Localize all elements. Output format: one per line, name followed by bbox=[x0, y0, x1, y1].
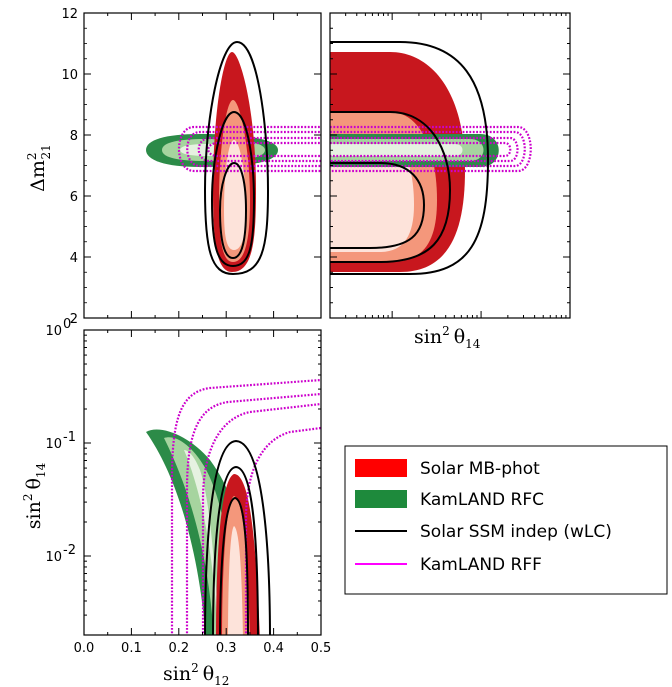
y-axis-label-sin2theta14: sin2θ14 bbox=[21, 462, 48, 529]
solar-ssm-contours-bl bbox=[204, 439, 271, 635]
legend-swatch-kamland-rfc bbox=[355, 490, 407, 508]
ticks-top-right bbox=[329, 12, 571, 319]
y-tick-label-bl: 10 bbox=[45, 550, 62, 565]
y-tick-label-bl: 10 bbox=[45, 324, 62, 339]
y-tick-label-exponent-bl: 0 bbox=[63, 317, 71, 332]
legend-label-solar-ssm: Solar SSM indep (wLC) bbox=[420, 522, 612, 542]
solar-ssm-3sigma-bl bbox=[204, 439, 271, 635]
y-axis-label-dm21: Δm221 bbox=[25, 144, 53, 192]
kamland-rff-level-2-bl bbox=[185, 392, 321, 635]
kamland-rfc-1sigma-tr bbox=[330, 144, 463, 156]
x-tick-label-bl: 0.4 bbox=[263, 641, 284, 656]
kamland-rff-level-1-tr bbox=[330, 141, 512, 158]
kamland-rff-contours-tr bbox=[330, 125, 532, 173]
ticks-bottom-left bbox=[83, 329, 322, 636]
solar-ssm-1sigma-tr bbox=[330, 162, 426, 249]
y-tick-label-tl: 4 bbox=[70, 251, 78, 266]
x-tick-label-bl: 0.1 bbox=[121, 641, 142, 656]
solar-ssm-3sigma-tr bbox=[330, 41, 490, 275]
legend-swatch-solar-mbphot bbox=[355, 459, 407, 477]
y-tick-label-exponent-bl: -2 bbox=[63, 543, 76, 558]
solar-ssm-2sigma bbox=[210, 110, 256, 268]
y-tick-label-tl: 6 bbox=[70, 190, 78, 205]
solar-ssm-contours-tr bbox=[330, 41, 490, 275]
ticks-top-left bbox=[83, 12, 322, 319]
panel-top-left: 2 4 6 8 10 12 Δm221 bbox=[25, 7, 322, 327]
legend: Solar MB-phot KamLAND RFC Solar SSM inde… bbox=[344, 445, 668, 595]
kamland-rff-level-3-tr bbox=[330, 130, 526, 168]
solar-ssm-2sigma-tr bbox=[330, 111, 452, 263]
plot-area-bottom-left bbox=[146, 378, 321, 635]
y-tick-label-exponent-bl: -1 bbox=[63, 430, 76, 445]
y-tick-label-tl: 2 bbox=[70, 312, 78, 327]
kamland-rff-level-2 bbox=[197, 136, 321, 163]
y-tick-labels-top-left: 2 4 6 8 10 12 bbox=[61, 7, 78, 327]
x-tick-label-bl: 0.3 bbox=[216, 641, 237, 656]
legend-label-kamland-rfc: KamLAND RFC bbox=[420, 490, 544, 510]
kamland-rff-level-2-tr bbox=[330, 136, 519, 163]
legend-label-kamland-rff: KamLAND RFF bbox=[420, 555, 542, 575]
kamland-rff-contours-tl bbox=[177, 125, 321, 173]
kamland-rfc-1sigma-bl bbox=[184, 450, 220, 635]
plot-area-top-left bbox=[146, 40, 321, 276]
y-tick-label-tl: 8 bbox=[70, 129, 78, 144]
kamland-rff-level-3 bbox=[186, 130, 321, 168]
kamland-rff-level-1-bl bbox=[170, 378, 321, 635]
solar-ssm-contours-tl bbox=[203, 40, 270, 276]
kamland-rff-contours-bl bbox=[170, 378, 321, 635]
x-axis-label-sin2theta12: sin2 θ12 bbox=[163, 661, 229, 687]
x-tick-label-bl: 0.0 bbox=[74, 641, 95, 656]
kamland-rff-level-4-tr bbox=[330, 125, 532, 173]
y-tick-label-tl: 12 bbox=[61, 7, 78, 22]
solar-ssm-3sigma bbox=[203, 40, 270, 276]
solar-mbphot-1sigma-bl bbox=[228, 526, 243, 635]
x-tick-label-bl: 0.2 bbox=[168, 641, 189, 656]
solar-ssm-2sigma-bl bbox=[212, 465, 259, 635]
solar-mbphot-1sigma-tr bbox=[330, 140, 414, 252]
y-tick-label-bl: 10 bbox=[45, 437, 62, 452]
kamland-rff-level-4-bl bbox=[244, 426, 321, 635]
y-tick-label-tl: 10 bbox=[61, 68, 78, 83]
panel-top-right: sin2 θ14 bbox=[329, 12, 571, 351]
kamland-rff-level-3-bl bbox=[201, 402, 321, 635]
solar-ssm-1sigma bbox=[218, 161, 248, 260]
solar-ssm-1sigma-bl bbox=[219, 496, 249, 635]
x-tick-label-bl: 0.5 bbox=[311, 641, 332, 656]
x-axis-label-sin2theta14: sin2 θ14 bbox=[414, 324, 481, 351]
plot-area-top-right bbox=[330, 41, 532, 275]
legend-label-solar-mbphot: Solar MB-phot bbox=[420, 459, 540, 479]
x-tick-labels-bottom-left: 0.0 0.1 0.2 0.3 0.4 0.5 bbox=[74, 641, 332, 656]
